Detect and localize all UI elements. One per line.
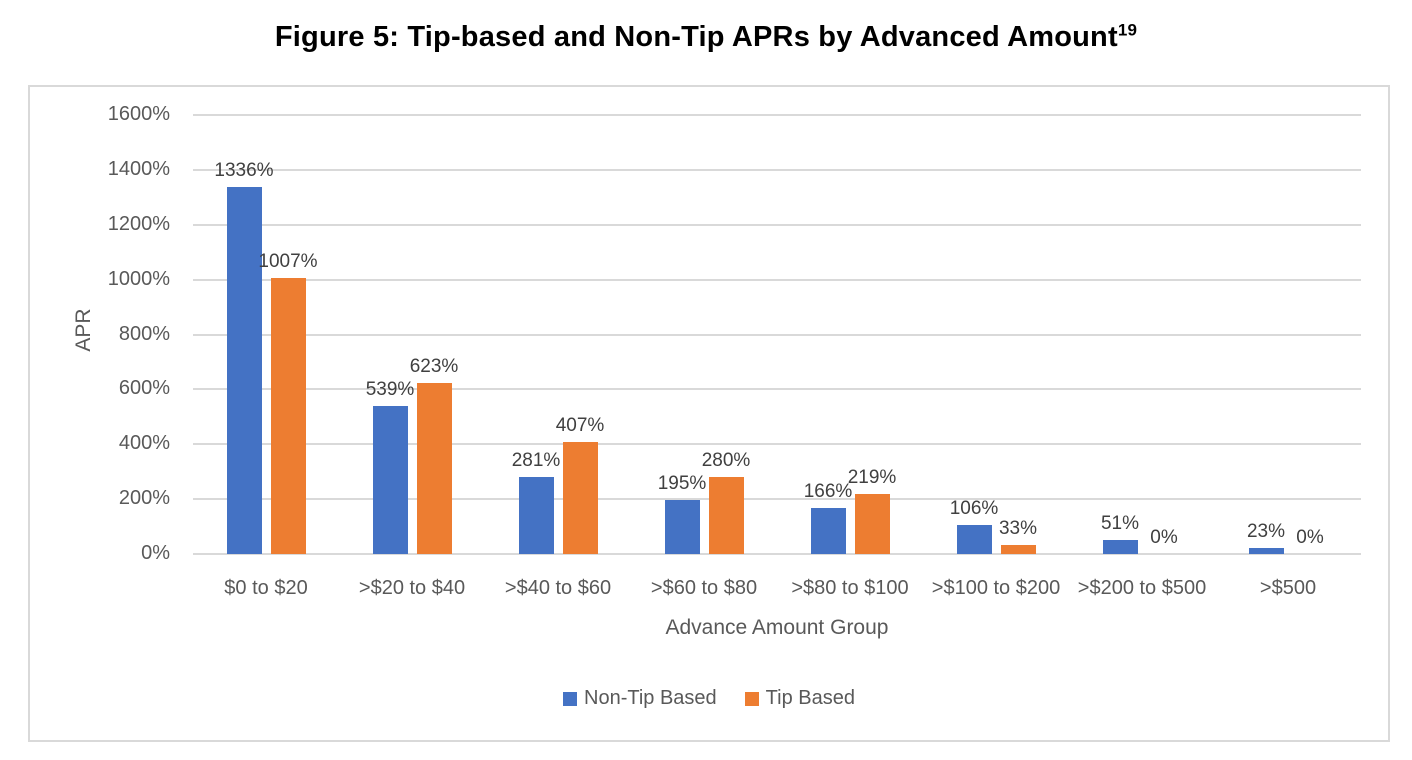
legend-label: Tip Based <box>765 687 855 709</box>
bar-non-tip-based <box>226 187 262 554</box>
data-label: 166% <box>803 481 853 502</box>
x-axis-line <box>193 553 1361 555</box>
data-label: 280% <box>701 450 751 471</box>
bar-tip-based <box>270 278 306 554</box>
y-tick-label: 0% <box>141 542 170 564</box>
data-label: 219% <box>847 467 897 488</box>
x-tick-label: >$200 to $500 <box>1077 577 1207 599</box>
x-tick-label: >$20 to $40 <box>358 577 466 599</box>
x-tick-label: >$80 to $100 <box>791 577 909 599</box>
gridline <box>193 333 1361 336</box>
data-label: 539% <box>365 379 415 400</box>
data-label: 51% <box>1100 513 1140 534</box>
legend: Non-Tip Based Tip Based <box>30 687 1388 710</box>
data-label: 0% <box>1150 527 1178 548</box>
plot-area: 1336% 1007% 539% 623% 281% 407% 195% 280% 166% 21… <box>193 114 1361 555</box>
x-tick-label: >$40 to $60 <box>504 577 612 599</box>
gridline <box>193 114 1361 116</box>
y-tick-label: 1400% <box>107 157 170 180</box>
bar-tip-based <box>562 442 598 554</box>
y-tick-label: 800% <box>118 322 170 345</box>
bar-non-tip-based <box>372 406 408 554</box>
legend-label: Non-Tip Based <box>584 687 717 709</box>
x-tick-label: >$100 to $200 <box>931 577 1061 599</box>
bar-tip-based <box>1000 545 1036 554</box>
figure-title-footnote-ref: 19 <box>1117 20 1138 40</box>
bar-non-tip-based <box>664 500 700 554</box>
data-label: 33% <box>998 518 1038 539</box>
y-tick-label: 1000% <box>107 267 170 290</box>
bar-tip-based <box>854 494 890 554</box>
gridline <box>193 498 1361 501</box>
data-label: 407% <box>555 415 605 436</box>
legend-swatch <box>744 691 759 706</box>
data-label: 195% <box>657 473 707 494</box>
data-label: 0% <box>1296 527 1324 548</box>
y-tick-label: 1600% <box>107 103 170 125</box>
bar-tip-based <box>416 383 452 554</box>
data-label: 1007% <box>258 251 318 272</box>
data-label: 106% <box>949 498 999 519</box>
bar-non-tip-based <box>1102 540 1138 554</box>
y-tick-label: 400% <box>118 432 170 455</box>
legend-swatch <box>563 691 578 706</box>
y-tick-label: 200% <box>118 487 170 510</box>
x-tick-label: >$60 to $80 <box>650 577 758 599</box>
gridline <box>193 388 1361 391</box>
data-label: 1336% <box>214 160 274 181</box>
legend-item: Non-Tip Based <box>563 687 717 710</box>
y-tick-label: 1200% <box>107 212 170 235</box>
x-axis-title: Advance Amount Group <box>665 616 889 639</box>
x-tick-label: >$500 <box>1259 577 1317 599</box>
bar-non-tip-based <box>810 508 846 554</box>
bar-non-tip-based <box>1248 548 1284 554</box>
y-tick-label: 600% <box>118 377 170 400</box>
bar-non-tip-based <box>518 477 554 554</box>
bar-tip-based <box>708 477 744 554</box>
figure-title-text: Figure 5: Tip-based and Non-Tip APRs by … <box>274 21 1118 53</box>
x-tick-label: $0 to $20 <box>224 577 308 599</box>
legend-item: Tip Based <box>744 687 855 710</box>
figure-title: Figure 5: Tip-based and Non-Tip APRs by … <box>0 21 1412 54</box>
data-label: 281% <box>511 450 561 471</box>
gridline <box>193 168 1361 171</box>
bar-non-tip-based <box>956 525 992 554</box>
data-label: 23% <box>1246 521 1286 542</box>
gridline <box>193 223 1361 226</box>
chart-frame: APR 1336% 1007% 539% 623% 281% 407% 195% 280% 16… <box>28 85 1390 742</box>
gridline <box>193 278 1361 281</box>
data-label: 623% <box>409 356 459 377</box>
gridline <box>193 443 1361 446</box>
